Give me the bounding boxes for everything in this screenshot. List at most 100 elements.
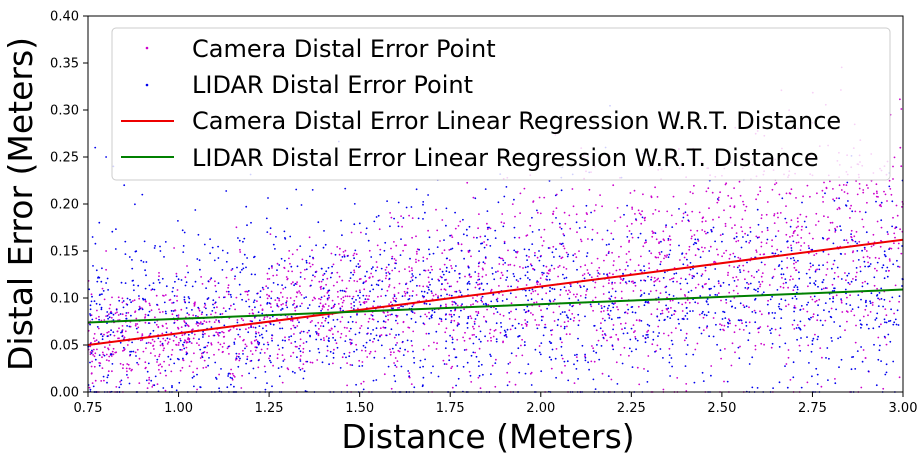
scatter-point: [272, 274, 275, 277]
scatter-point: [427, 345, 430, 347]
scatter-point: [255, 332, 257, 335]
scatter-point: [569, 283, 572, 286]
scatter-point: [339, 289, 342, 292]
scatter-point: [458, 272, 461, 275]
scatter-point: [133, 299, 136, 302]
scatter-point: [773, 214, 775, 217]
scatter-point: [733, 331, 736, 334]
scatter-point: [445, 266, 448, 269]
scatter-point: [867, 327, 870, 330]
scatter-point: [292, 304, 294, 306]
scatter-point: [773, 213, 776, 215]
scatter-point: [620, 297, 623, 300]
scatter-point: [622, 277, 625, 280]
scatter-point: [462, 336, 464, 339]
scatter-point: [647, 370, 649, 372]
scatter-point: [149, 342, 152, 345]
scatter-point: [349, 316, 352, 318]
scatter-point: [855, 275, 857, 278]
scatter-point: [720, 357, 722, 360]
scatter-point: [416, 248, 419, 251]
scatter-point: [120, 379, 123, 382]
y-tick-label: 0.15: [50, 245, 79, 260]
scatter-point: [340, 219, 342, 222]
scatter-point: [389, 333, 391, 335]
scatter-point: [501, 300, 504, 302]
scatter-point: [373, 300, 375, 303]
scatter-point: [387, 365, 390, 368]
scatter-point: [532, 201, 534, 203]
scatter-point: [864, 248, 866, 251]
scatter-point: [486, 228, 489, 231]
scatter-point: [421, 295, 424, 297]
scatter-point: [822, 250, 825, 253]
scatter-point: [119, 341, 122, 344]
scatter-point: [474, 318, 477, 320]
scatter-point: [359, 291, 361, 294]
scatter-point: [863, 246, 866, 249]
scatter-point: [799, 327, 801, 330]
scatter-point: [341, 279, 344, 282]
scatter-point: [115, 228, 117, 231]
scatter-point: [320, 309, 322, 312]
scatter-point: [396, 360, 399, 362]
scatter-point: [574, 354, 576, 356]
scatter-point: [628, 250, 630, 253]
scatter-point: [546, 279, 548, 281]
scatter-point: [613, 260, 615, 262]
scatter-point: [815, 299, 818, 302]
scatter-point: [661, 312, 664, 315]
scatter-point: [305, 261, 308, 264]
scatter-point: [653, 284, 656, 287]
scatter-point: [781, 277, 783, 279]
scatter-point: [672, 195, 675, 198]
scatter-point: [387, 263, 390, 266]
scatter-point: [315, 332, 318, 335]
scatter-point: [801, 225, 803, 228]
scatter-point: [562, 273, 564, 276]
scatter-point: [102, 375, 105, 378]
scatter-point: [762, 253, 765, 256]
scatter-point: [271, 315, 274, 318]
scatter-point: [792, 361, 795, 364]
scatter-point: [299, 271, 302, 274]
scatter-point: [873, 343, 875, 346]
scatter-point: [422, 285, 425, 288]
scatter-point: [901, 285, 903, 287]
scatter-point: [190, 360, 193, 363]
scatter-point: [685, 390, 688, 392]
scatter-point: [266, 297, 269, 300]
scatter-point: [549, 342, 552, 344]
scatter-point: [753, 288, 756, 291]
scatter-point: [110, 353, 113, 355]
scatter-point: [780, 308, 783, 311]
scatter-point: [89, 345, 92, 348]
scatter-point: [525, 235, 528, 237]
scatter-point: [631, 366, 634, 368]
scatter-point: [512, 273, 515, 275]
scatter-point: [215, 376, 217, 379]
scatter-point: [262, 288, 265, 291]
scatter-point: [193, 302, 196, 305]
scatter-point: [276, 262, 279, 265]
scatter-point: [337, 296, 339, 298]
scatter-point: [703, 313, 706, 316]
scatter-point: [306, 360, 309, 363]
scatter-point: [899, 98, 901, 101]
legend-label-lidar-points: LIDAR Distal Error Point: [192, 71, 473, 99]
scatter-point: [256, 342, 259, 344]
scatter-point: [746, 281, 748, 284]
scatter-point: [686, 264, 689, 267]
scatter-point: [883, 250, 886, 253]
scatter-point: [659, 253, 661, 256]
scatter-point: [590, 360, 593, 363]
scatter-point: [895, 323, 898, 326]
scatter-point: [560, 371, 563, 374]
scatter-point: [265, 285, 268, 288]
scatter-point: [536, 211, 539, 214]
scatter-point: [378, 228, 381, 231]
scatter-point: [609, 298, 612, 300]
scatter-point: [634, 284, 637, 287]
scatter-point: [93, 300, 96, 302]
scatter-point: [177, 316, 180, 318]
